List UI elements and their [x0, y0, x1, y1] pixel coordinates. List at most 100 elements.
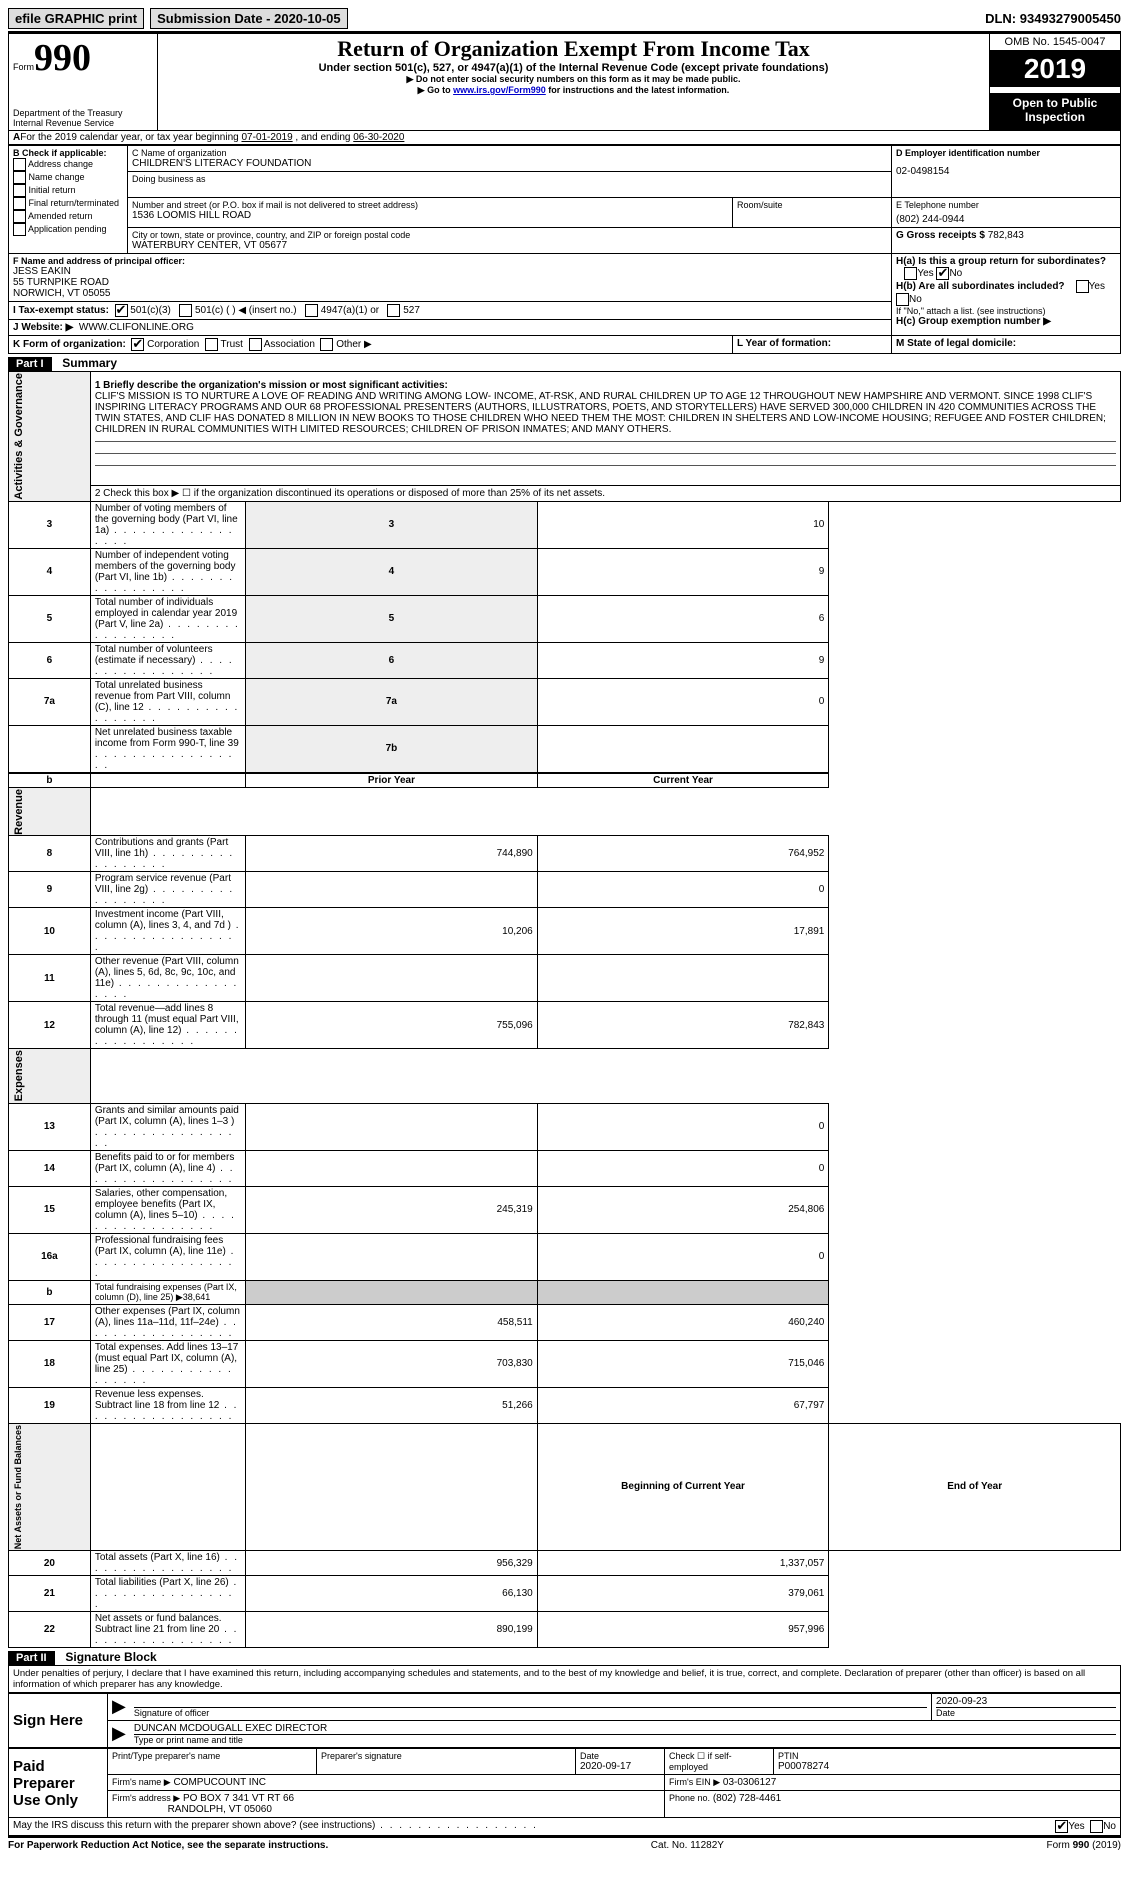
pp-sig-label: Preparer's signature: [321, 1751, 571, 1761]
name-title-label: Type or print name and title: [134, 1735, 1116, 1745]
table-row: 9Program service revenue (Part VIII, lin…: [9, 872, 1121, 908]
part1-label: Part I: [8, 357, 52, 371]
firm-ein: 03-0306127: [723, 1777, 776, 1788]
table-row: 13Grants and similar amounts paid (Part …: [9, 1103, 1121, 1150]
city: WATERBURY CENTER, VT 05677: [132, 240, 887, 251]
firm-name-label: Firm's name ▶: [112, 1777, 171, 1787]
Hb: H(b) Are all subordinates included? Yes …: [896, 280, 1116, 306]
table-row: 5Total number of individuals employed in…: [9, 595, 1121, 642]
table-row: 10Investment income (Part VIII, column (…: [9, 908, 1121, 955]
Ha: H(a) Is this a group return for subordin…: [896, 256, 1116, 280]
firm-addr1: PO BOX 7 341 VT RT 66: [183, 1793, 294, 1804]
sig-officer-label: Signature of officer: [134, 1708, 927, 1718]
footer-mid: Cat. No. 11282Y: [651, 1840, 724, 1851]
discuss-yes[interactable]: [1055, 1820, 1068, 1833]
boxB-item[interactable]: Address change: [13, 158, 123, 171]
ein: 02-0498154: [896, 166, 1116, 177]
boxK-opt[interactable]: Association: [243, 339, 315, 350]
status-527[interactable]: [387, 304, 400, 317]
form-word: Form: [13, 62, 34, 72]
boxE-label: E Telephone number: [896, 200, 1116, 210]
street-label: Number and street (or P.O. box if mail i…: [132, 200, 728, 210]
table-row: 14Benefits paid to or for members (Part …: [9, 1150, 1121, 1186]
footer-right: Form 990 (2019): [1047, 1840, 1121, 1851]
omb: OMB No. 1545-0047: [990, 34, 1120, 51]
col-end: End of Year: [829, 1423, 1121, 1550]
Ha-yes[interactable]: [904, 267, 917, 280]
officer-street: 55 TURNPIKE ROAD: [13, 277, 887, 288]
table-row: 12Total revenue—add lines 8 through 11 (…: [9, 1002, 1121, 1049]
boxB-item[interactable]: Initial return: [13, 184, 123, 197]
col-current: Current Year: [537, 773, 829, 788]
perjury: Under penalties of perjury, I declare th…: [8, 1665, 1121, 1693]
website-value: WWW.CLIFONLINE.ORG: [79, 322, 194, 333]
pp-check: Check ☐ if self-employed: [669, 1751, 769, 1772]
footer-left: For Paperwork Reduction Act Notice, see …: [8, 1840, 328, 1851]
table-row: 16aProfessional fundraising fees (Part I…: [9, 1233, 1121, 1280]
topbar: efile GRAPHIC print Submission Date - 20…: [8, 8, 1121, 29]
boxK-opt[interactable]: Trust: [199, 339, 243, 350]
table-row: 18Total expenses. Add lines 13–17 (must …: [9, 1340, 1121, 1387]
firm-phone: (802) 728-4461: [713, 1793, 781, 1804]
form-title: Return of Organization Exempt From Incom…: [162, 36, 985, 62]
boxK-label: K Form of organization:: [13, 339, 126, 350]
status-501c[interactable]: [179, 304, 192, 317]
boxB-item[interactable]: Name change: [13, 171, 123, 184]
preparer-table: Paid Preparer Use Only Print/Type prepar…: [8, 1748, 1121, 1818]
vert-ag: Activities & Governance: [13, 373, 25, 500]
note2-pre: Go to: [418, 85, 453, 95]
Hb-no[interactable]: [896, 293, 909, 306]
boxB-item[interactable]: Application pending: [13, 223, 123, 236]
period-row: AFor the 2019 calendar year, or tax year…: [8, 131, 1121, 145]
period-begin: 07-01-2019: [241, 132, 292, 143]
form-number: 990: [34, 37, 91, 79]
pp-date: 2020-09-17: [580, 1761, 660, 1772]
pp-name-label: Print/Type preparer's name: [112, 1751, 312, 1761]
table-row: 7aTotal unrelated business revenue from …: [9, 678, 1121, 725]
H-note: If "No," attach a list. (see instruction…: [896, 306, 1116, 316]
efile-btn[interactable]: efile GRAPHIC print: [8, 8, 144, 29]
street: 1536 LOOMIS HILL ROAD: [132, 210, 728, 221]
table-row: 17Other expenses (Part IX, column (A), l…: [9, 1304, 1121, 1340]
status-501c3[interactable]: [115, 304, 128, 317]
table-row: 8Contributions and grants (Part VIII, li…: [9, 836, 1121, 872]
Hb-yes[interactable]: [1076, 280, 1089, 293]
table-row: bTotal fundraising expenses (Part IX, co…: [9, 1280, 1121, 1304]
boxB-label: B Check if applicable:: [13, 148, 123, 158]
note2-post: for instructions and the latest informat…: [546, 85, 730, 95]
table-row: 19Revenue less expenses. Subtract line 1…: [9, 1387, 1121, 1423]
status-4947[interactable]: [305, 304, 318, 317]
signature-table: Sign Here ▶ Signature of officer 2020-09…: [8, 1693, 1121, 1748]
date-label: Date: [936, 1708, 1116, 1718]
phone: (802) 244-0944: [896, 214, 1116, 225]
boxB-item[interactable]: Amended return: [13, 210, 123, 223]
part1-title: Summary: [62, 356, 117, 370]
col-begin: Beginning of Current Year: [537, 1423, 829, 1550]
period-end: 06-30-2020: [353, 132, 404, 143]
dln-label: DLN:: [985, 11, 1020, 26]
hdr-b: b: [9, 773, 91, 788]
Hc: H(c) Group exemption number ▶: [896, 316, 1116, 327]
mission-text: CLIF'S MISSION IS TO NURTURE A LOVE OF R…: [95, 391, 1116, 435]
table-row: 4Number of independent voting members of…: [9, 548, 1121, 595]
dln-value: 93493279005450: [1020, 11, 1121, 26]
firm-phone-label: Phone no.: [669, 1793, 710, 1803]
q1-label: 1 Briefly describe the organization's mi…: [95, 380, 1116, 391]
discuss-row: May the IRS discuss this return with the…: [8, 1818, 1121, 1836]
firm-addr2: RANDOLPH, VT 05060: [168, 1804, 272, 1815]
firm-ein-label: Firm's EIN ▶: [669, 1777, 720, 1787]
officer-city: NORWICH, VT 05055: [13, 288, 887, 299]
boxK-opt[interactable]: Corporation: [129, 339, 200, 350]
part1-table: Activities & Governance 1 Briefly descri…: [8, 371, 1121, 1648]
boxB-item[interactable]: Final return/terminated: [13, 197, 123, 210]
submission-label: Submission Date -: [157, 11, 274, 26]
irs-link[interactable]: www.irs.gov/Form990: [453, 85, 546, 95]
identity-table: B Check if applicable: Address change Na…: [8, 145, 1121, 354]
table-row: 15Salaries, other compensation, employee…: [9, 1186, 1121, 1233]
boxK-opt[interactable]: Other ▶: [315, 339, 372, 350]
ptin: P00078274: [778, 1761, 1116, 1772]
period-a: For the 2019 calendar year, or tax year …: [20, 132, 241, 143]
form-subtitle: Under section 501(c), 527, or 4947(a)(1)…: [162, 62, 985, 74]
Ha-no[interactable]: [936, 267, 949, 280]
discuss-no[interactable]: [1090, 1820, 1103, 1833]
